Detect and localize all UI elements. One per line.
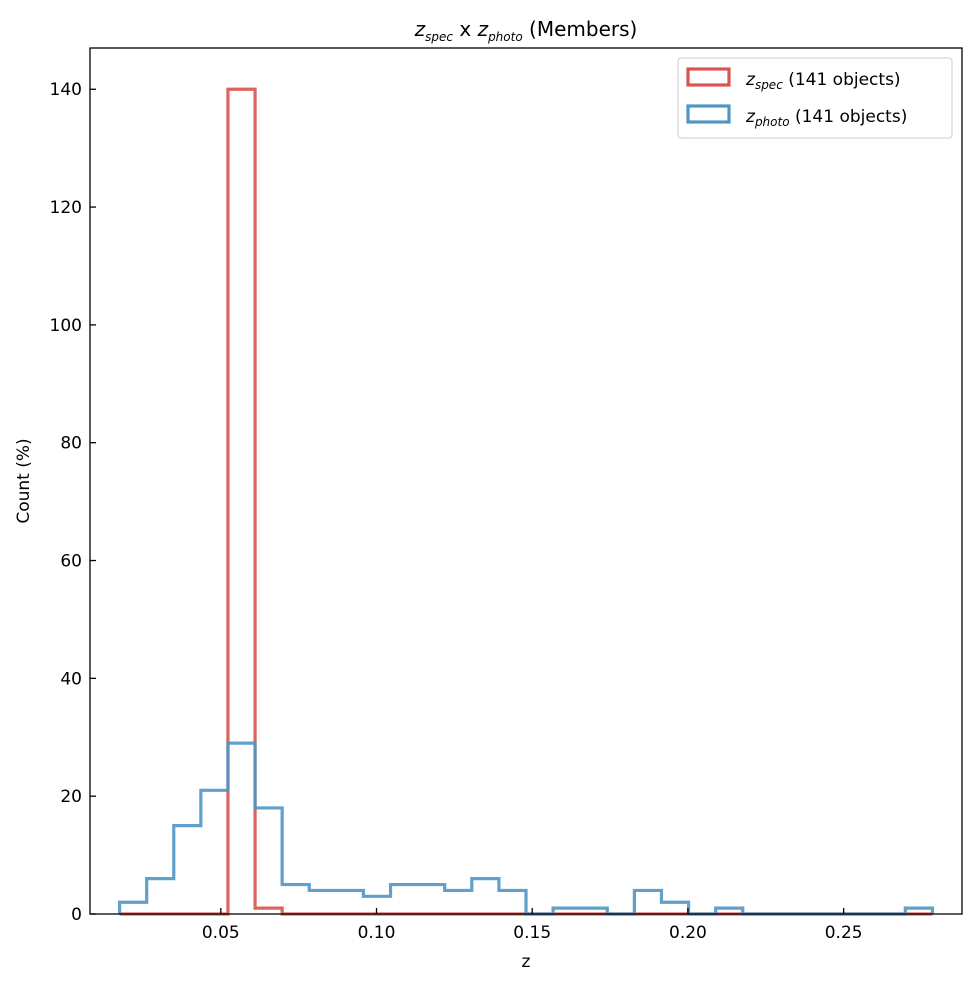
x-axis-label: z bbox=[522, 952, 531, 972]
legend-zspec-tail: (141 objects) bbox=[783, 70, 901, 90]
y-tick-label: 0 bbox=[71, 905, 82, 925]
title-mid: x bbox=[453, 17, 478, 41]
legend-zspec-sub: spec bbox=[755, 78, 783, 92]
legend-zspec-z: z bbox=[745, 70, 756, 90]
legend-zphoto-tail: (141 objects) bbox=[790, 107, 908, 127]
legend-zphoto-sub: photo bbox=[754, 115, 790, 129]
legend-label-zspec: zspec (141 objects) bbox=[745, 70, 901, 92]
title-z1: z bbox=[414, 17, 426, 41]
series-zphoto-step bbox=[117, 741, 935, 916]
y-tick-label: 100 bbox=[50, 316, 82, 336]
plot-series bbox=[117, 87, 935, 916]
title-sub1: spec bbox=[425, 30, 453, 44]
y-tick-label: 40 bbox=[60, 669, 82, 689]
legend-box bbox=[677, 57, 953, 139]
legend-label-zphoto: zphoto (141 objects) bbox=[745, 107, 907, 129]
chart-title: zspec x zphoto (Members) bbox=[414, 17, 638, 44]
x-tick-label: 0.15 bbox=[513, 923, 551, 943]
y-tick-label: 80 bbox=[60, 434, 82, 454]
x-tick-label: 0.05 bbox=[202, 923, 240, 943]
y-tick-label: 20 bbox=[60, 787, 82, 807]
legend-swatch-zspec bbox=[686, 67, 731, 87]
title-z2: z bbox=[477, 17, 489, 41]
title-sub2: photo bbox=[487, 30, 523, 44]
x-tick-label: 0.25 bbox=[825, 923, 863, 943]
x-tick-label: 0.10 bbox=[358, 923, 396, 943]
series-zspec-step bbox=[119, 87, 933, 916]
legend-zphoto-z: z bbox=[745, 107, 756, 127]
y-tick-label: 120 bbox=[50, 198, 82, 218]
title-tail: (Members) bbox=[523, 17, 638, 41]
x-axis-ticks: 0.05 0.10 0.15 0.20 0.25 bbox=[202, 908, 863, 943]
legend: zspec (141 objects) zphoto (141 objects) bbox=[677, 57, 953, 139]
y-tick-label: 140 bbox=[50, 80, 82, 100]
y-axis-label: Count (%) bbox=[14, 438, 34, 523]
y-axis-ticks: 0 20 40 60 80 100 120 140 bbox=[50, 80, 96, 925]
y-tick-label: 60 bbox=[60, 552, 82, 572]
legend-swatch-zphoto bbox=[686, 104, 731, 124]
x-tick-label: 0.20 bbox=[669, 923, 707, 943]
plot-frame bbox=[89, 47, 963, 915]
